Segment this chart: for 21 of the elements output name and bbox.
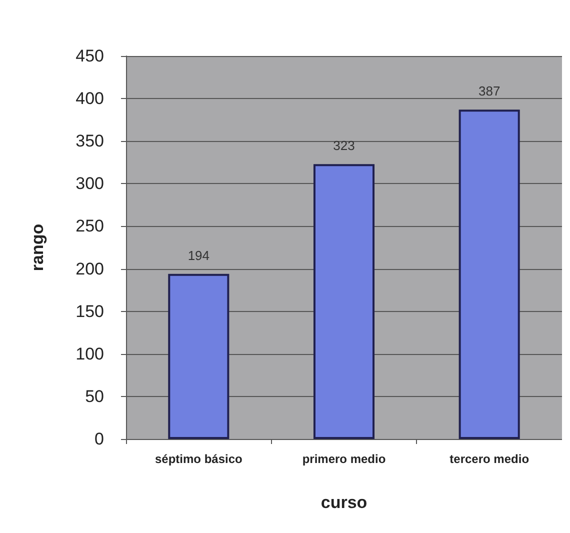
bar [458, 110, 520, 439]
y-tick-label: 250 [76, 216, 104, 236]
bar [168, 274, 230, 439]
data-label: 323 [333, 138, 355, 154]
y-tick-label: 300 [76, 174, 104, 194]
y-tick-label: 150 [76, 302, 104, 321]
y-tick-label: 200 [76, 259, 104, 278]
x-tick-label: tercero medio [450, 452, 530, 466]
y-tick-label: 50 [85, 386, 104, 406]
x-tick-label: séptimo básico [154, 452, 242, 466]
y-tick-label: 450 [76, 46, 104, 66]
data-label: 387 [478, 84, 500, 99]
y-tick-label: 400 [76, 89, 104, 108]
y-tick-label: 100 [76, 344, 104, 364]
x-axis-title: curso [320, 493, 368, 512]
y-axis-title: rango [28, 224, 47, 272]
y-tick-label: 350 [76, 132, 104, 151]
y-tick-label: 0 [94, 430, 104, 448]
data-label: 194 [188, 248, 210, 263]
x-tick-label: primero medio [302, 452, 386, 466]
bar [313, 164, 375, 439]
